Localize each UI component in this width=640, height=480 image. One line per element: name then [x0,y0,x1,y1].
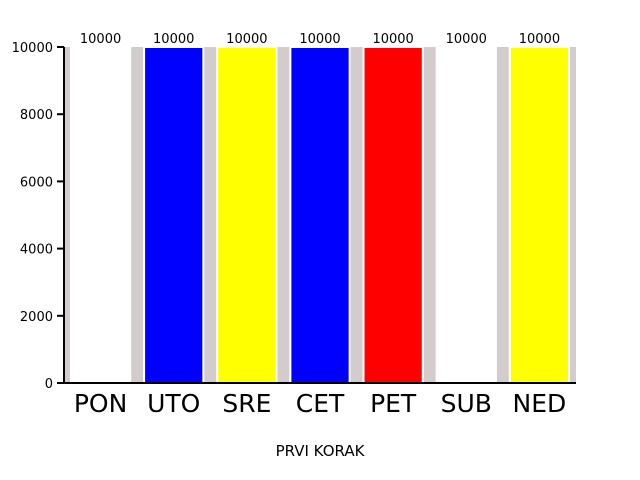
data-label: 10000 [226,32,267,47]
bar-sub [435,46,497,384]
data-label: 10000 [372,32,413,47]
bar-ned [508,46,571,384]
bar-pet [362,46,424,384]
data-label: 10000 [446,32,487,47]
x-tick-label: PON [74,389,127,418]
background-band [495,47,510,383]
bar-uto [143,46,205,384]
data-label: 10000 [153,32,194,47]
background-bands [64,47,576,383]
axes [63,47,576,384]
y-tick-label: 2000 [20,310,53,325]
data-label: 10000 [519,32,560,47]
x-tick-label: SUB [441,389,492,418]
background-band [349,47,364,383]
data-label: 10000 [80,32,121,47]
x-tick-labels: PON UTO SRE CET PET SUB NED [74,389,566,418]
x-tick-label: CET [296,389,345,418]
background-band [422,47,437,383]
y-ticks: 0 2000 4000 6000 8000 10000 [12,41,64,392]
bars [69,46,571,384]
bar-sre [216,46,278,384]
data-label: 10000 [299,32,340,47]
x-tick-label: PET [370,389,417,418]
background-band [130,47,145,383]
y-tick-label: 10000 [12,41,53,56]
y-tick-label: 4000 [20,243,53,258]
x-tick-label: SRE [222,389,271,418]
background-band [64,47,71,383]
background-band [569,47,576,383]
background-band [203,47,218,383]
bar-cet [289,46,351,384]
background-band [276,47,291,383]
y-tick-label: 8000 [20,108,53,123]
x-tick-label: NED [513,389,567,418]
data-labels: 10000 10000 10000 10000 10000 10000 10000 [80,32,560,47]
x-tick-label: UTO [147,389,200,418]
y-tick-label: 0 [45,377,53,392]
y-tick-label: 6000 [20,175,53,190]
bar-pon [69,46,132,384]
x-axis-label: PRVI KORAK [276,442,366,460]
